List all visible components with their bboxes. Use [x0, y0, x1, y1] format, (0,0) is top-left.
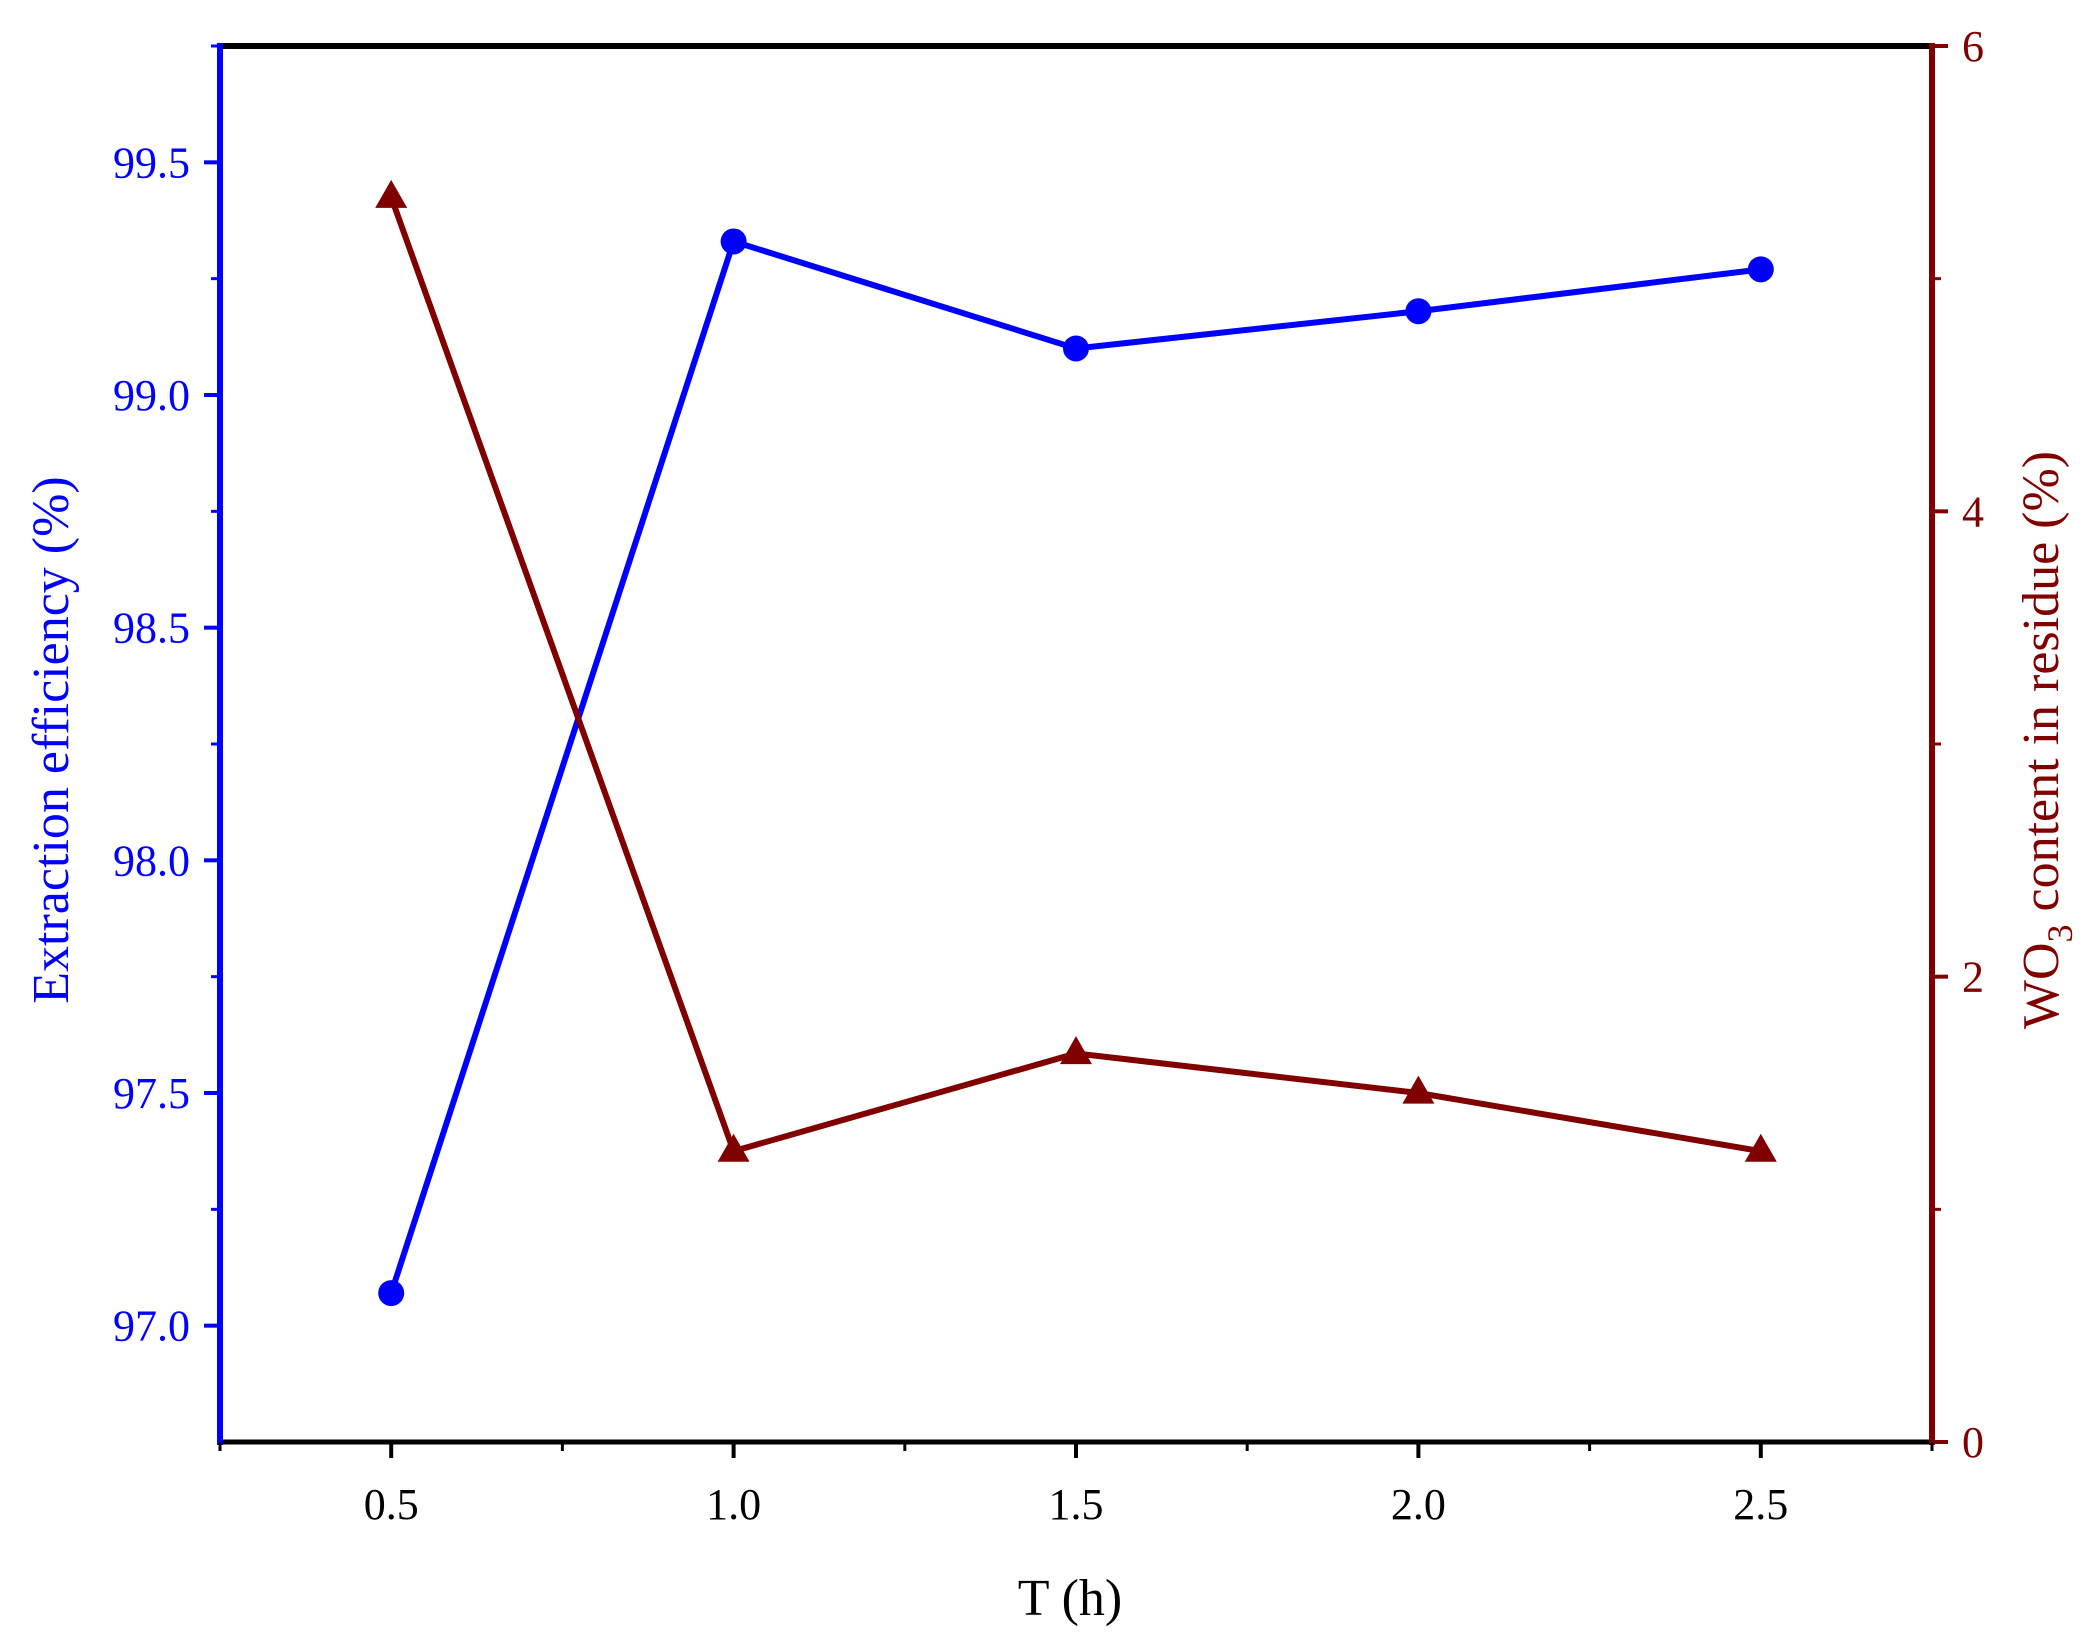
wo3-content-point — [375, 179, 408, 208]
left-tick-label: 97.5 — [113, 1069, 190, 1118]
right-axis-title-main: WO — [2013, 942, 2070, 1029]
right-axis-title-subscript: 3 — [2040, 924, 2080, 942]
wo3-content-point — [717, 1133, 750, 1162]
extraction-efficiency-point — [720, 228, 747, 255]
left-tick-label: 98.0 — [113, 836, 190, 885]
x-tick-label: 1.5 — [1049, 1480, 1104, 1529]
wo3-content-point — [1060, 1036, 1092, 1065]
x-tick-label: 0.5 — [364, 1480, 419, 1529]
extraction-efficiency-point — [378, 1280, 405, 1307]
right-axis-title-rest: content in residue (%) — [2013, 451, 2070, 925]
extraction-efficiency-point — [1747, 256, 1774, 283]
wo3-content-point — [1402, 1075, 1435, 1104]
right-axis-title: WO3 content in residue (%) — [2013, 451, 2080, 1029]
extraction-efficiency-point — [1405, 298, 1432, 325]
right-tick-label: 4 — [1962, 487, 1984, 536]
right-tick-label: 6 — [1962, 22, 1984, 71]
right-tick-label: 2 — [1962, 953, 1984, 1002]
left-axis-ticks: 97.0 97.5 98.0 98.5 99.0 99.5 — [113, 44, 220, 1351]
series-layer — [375, 179, 1777, 1307]
left-tick-label: 98.5 — [113, 604, 190, 653]
x-axis-ticks: 0.5 1.0 1.5 2.0 2.5 — [218, 1442, 1934, 1529]
x-tick-label: 2.5 — [1733, 1480, 1788, 1529]
left-tick-label: 99.0 — [113, 371, 190, 420]
wo3-content-point — [1744, 1133, 1777, 1162]
plot-frame — [217, 43, 1935, 1445]
x-tick-label: 2.0 — [1391, 1480, 1446, 1529]
left-tick-label: 99.5 — [113, 138, 190, 187]
left-tick-label: 97.0 — [113, 1302, 190, 1351]
right-axis-ticks: 0 2 4 6 — [1932, 22, 1984, 1467]
x-axis-title: T (h) — [1018, 1570, 1122, 1627]
left-axis-title: Extraction efficiency (%) — [23, 476, 80, 1003]
x-tick-label: 1.0 — [706, 1480, 761, 1529]
right-tick-label: 0 — [1962, 1418, 1984, 1467]
extraction-efficiency-point — [1063, 335, 1089, 362]
